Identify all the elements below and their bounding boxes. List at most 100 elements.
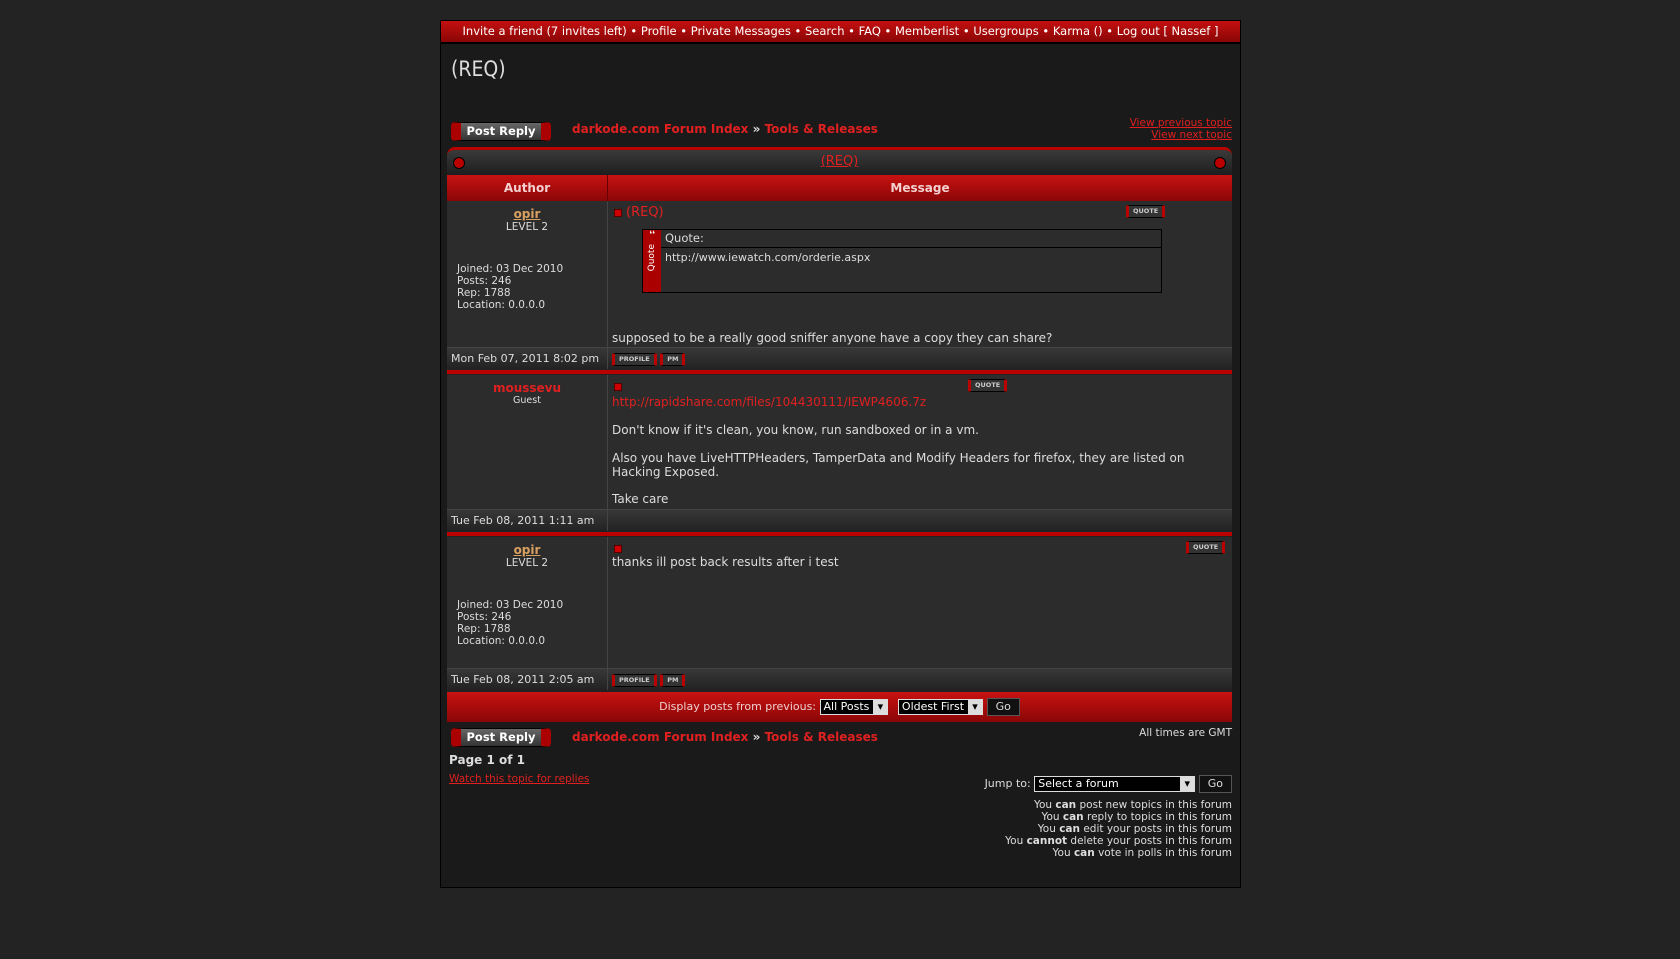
post-author: opir LEVEL 2 Joined: 03 Dec 2010 Posts: 2… [447,537,608,668]
post: opir LEVEL 2 Joined: 03 Dec 2010 Posts: 2… [447,201,1232,348]
breadcrumb-sep: » [752,122,761,136]
joined: Joined: 03 Dec 2010 [457,263,564,275]
post-message: (REQ) QUOTE ❛❛ Quote Quote: http://www.iew… [608,201,1232,347]
permission-line: You cannot delete your posts in this for… [1005,835,1232,847]
display-options: Display posts from previous: All Posts O… [447,690,1232,722]
profile-button[interactable]: PROFILE [612,352,657,366]
watch-topic-link[interactable]: Watch this topic for replies [449,773,590,785]
post-footer: Tue Feb 08, 2011 2:05 am PROFILE PM [447,669,1232,690]
breadcrumb-sep: » [752,730,761,744]
post-footer: Tue Feb 08, 2011 1:11 am [447,510,1232,531]
nav-faq[interactable]: FAQ [858,24,881,38]
post-link[interactable]: http://rapidshare.com/files/104430111/IE… [612,395,927,409]
topic-header: (REQ) [447,147,1232,175]
nav-logout[interactable]: Log out [ Nassef ] [1116,24,1219,38]
post-date: Tue Feb 08, 2011 2:05 am [447,669,608,690]
nav-memberlist[interactable]: Memberlist [895,24,960,38]
post-separator [447,369,1232,375]
profile-button[interactable]: PROFILE [612,673,657,687]
quote-text: http://www.iewatch.com/orderie.aspx [665,251,871,264]
order-select[interactable]: Oldest First [897,699,984,715]
breadcrumb-forum[interactable]: Tools & Releases [764,122,878,136]
user-rank: Guest [513,395,541,406]
user-rank: LEVEL 2 [505,221,549,233]
topic-link[interactable]: (REQ) [820,154,859,169]
post-text: Don't know if it's clean, you know, run … [612,423,979,437]
post-message: QUOTE thanks ill post back results after… [608,537,1232,668]
joined: Joined: 03 Dec 2010 [457,599,564,611]
pm-button[interactable]: PM [660,352,686,366]
permission-line: You can edit your posts in this forum [1037,823,1232,835]
post-count: Posts: 246 [457,275,512,287]
timezone-note: All times are GMT [1139,727,1232,739]
post-icon [614,544,622,553]
quote-side-label: Quote [647,244,657,272]
post-date: Mon Feb 07, 2011 8:02 pm [447,348,608,369]
author-header: Author [447,175,608,201]
page-number: Page 1 of 1 [449,753,525,767]
breadcrumb-index[interactable]: darkode.com Forum Index [572,122,749,136]
permission-line: You can reply to topics in this forum [1041,811,1232,823]
post-reply-button[interactable]: Post Reply [451,122,551,141]
user-stats: Joined: 03 Dec 2010 Posts: 246 Rep: 1788 Lo… [457,263,563,311]
post-text: thanks ill post back results after i tes… [612,555,839,569]
nav-invite[interactable]: Invite a friend (7 invites left) [462,24,627,38]
quote-box: ❛❛ Quote Quote: http://www.iewatch.com/ord… [642,229,1162,293]
post-date: Tue Feb 08, 2011 1:11 am [447,510,608,531]
nav-profile[interactable]: Profile [640,24,677,38]
topic-nav: View previous topic View next topic [1130,117,1232,141]
display-label: Display posts from previous: [659,700,817,713]
username-link[interactable]: opir [513,543,541,557]
jump-label: Jump to: [984,777,1031,790]
nav-pm[interactable]: Private Messages [690,24,791,38]
post-body: supposed to be a really good sniffer any… [612,331,1053,345]
top-nav: Invite a friend (7 invites left) • Profi… [441,21,1240,44]
post-author: opir LEVEL 2 Joined: 03 Dec 2010 Posts: 2… [447,201,608,347]
dot-icon [1214,157,1226,169]
post-icon [614,382,622,391]
post-author: moussevu Guest [447,375,608,509]
view-next-link[interactable]: View next topic [1151,129,1232,141]
post-text: Also you have LiveHTTPHeaders, TamperDat… [612,451,1185,479]
jump-go-button[interactable]: Go [1198,775,1232,793]
user-rank: LEVEL 2 [505,557,549,569]
username: moussevu [492,381,562,395]
post-icon [614,208,622,217]
breadcrumb: darkode.com Forum Index » Tools & Releas… [572,122,878,136]
post-reply-button-bottom[interactable]: Post Reply [451,728,551,747]
quote-marks-icon: ❛❛ [649,230,655,240]
rep: Rep: 1788 [457,287,511,299]
breadcrumb-forum[interactable]: Tools & Releases [764,730,878,744]
forum-select[interactable]: Select a forum [1034,776,1196,792]
page-frame: Invite a friend (7 invites left) • Profi… [440,20,1241,888]
breadcrumb-bottom: darkode.com Forum Index » Tools & Releas… [572,730,878,744]
location: Location: 0.0.0.0 [457,635,546,647]
location: Location: 0.0.0.0 [457,299,546,311]
post-separator [447,531,1232,537]
quote-button[interactable]: QUOTE [1186,541,1226,554]
table-header: Author Message [447,175,1232,201]
username-link[interactable]: opir [513,207,541,221]
nav-search[interactable]: Search [804,24,845,38]
post: moussevu Guest QUOTE http://rapidshare.c… [447,375,1232,510]
breadcrumb-index[interactable]: darkode.com Forum Index [572,730,749,744]
quote-label: Quote: [661,230,1161,248]
quote-side: ❛❛ Quote [643,230,661,292]
nav-usergroups[interactable]: Usergroups [973,24,1039,38]
view-previous-link[interactable]: View previous topic [1129,117,1232,129]
quote-button[interactable]: QUOTE [1126,205,1166,218]
quote-button[interactable]: QUOTE [968,379,1008,392]
post-message: QUOTE http://rapidshare.com/files/104430… [608,375,1232,509]
jump-to: Jump to: Select a forum Go [985,775,1232,793]
post-count: Posts: 246 [457,611,512,623]
nav-karma[interactable]: Karma () [1052,24,1103,38]
permission-line: You can post new topics in this forum [1033,799,1232,811]
range-select[interactable]: All Posts [819,699,889,715]
user-stats: Joined: 03 Dec 2010 Posts: 246 Rep: 1788 Lo… [457,599,563,647]
pm-button[interactable]: PM [660,673,686,687]
post-text: Take care [612,492,669,506]
message-header: Message [890,181,950,195]
display-go-button[interactable]: Go [986,698,1020,716]
permission-line: You can vote in polls in this forum [1052,847,1233,859]
dot-icon [453,157,465,169]
